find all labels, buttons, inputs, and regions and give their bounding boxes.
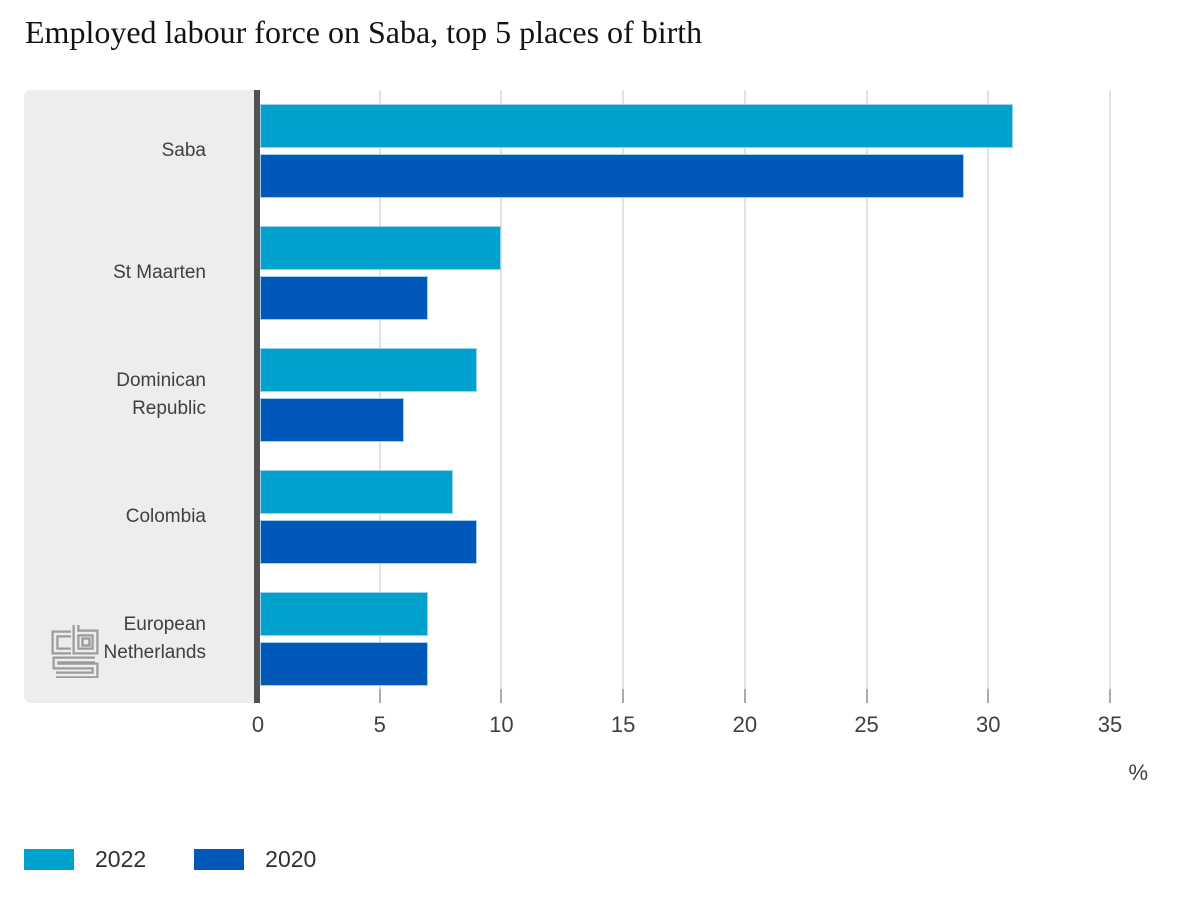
gridline-35 — [1109, 90, 1111, 703]
legend-item-2022[interactable]: 2022 — [24, 846, 146, 873]
category-panel — [24, 90, 254, 703]
axis-tick-20 — [743, 689, 746, 703]
category-label-european-netherlands: European Netherlands — [24, 592, 230, 686]
legend: 2022 2020 — [24, 846, 316, 873]
gridline-20 — [743, 90, 746, 703]
gridline-30 — [987, 90, 990, 703]
bar-2022-dominican-republic[interactable] — [260, 348, 478, 392]
category-label-text: St Maarten — [113, 262, 206, 283]
x-tick-label-25: 25 — [854, 712, 879, 737]
bar-2020-saba[interactable] — [260, 154, 964, 198]
axis-tick-15 — [622, 689, 625, 703]
x-tick-label-35: 35 — [1097, 712, 1123, 737]
bar-2022-saba[interactable] — [260, 104, 1013, 148]
x-axis-unit-label: % — [1128, 760, 1148, 785]
legend-label-2022: 2022 — [95, 846, 147, 872]
category-label-text: Colombia — [125, 506, 206, 527]
bar-2022-european-netherlands[interactable] — [260, 592, 429, 636]
legend-item-2020[interactable]: 2020 — [194, 846, 316, 873]
category-label-saba: Saba — [24, 104, 230, 198]
bar-2020-european-netherlands[interactable] — [260, 642, 429, 686]
gridline-15 — [622, 90, 625, 703]
x-tick-label-10: 10 — [489, 712, 514, 737]
bar-2020-st-maarten[interactable] — [260, 276, 429, 320]
x-tick-label-15: 15 — [610, 712, 636, 737]
axis-tick-30 — [987, 689, 990, 703]
category-label-colombia: Colombia — [24, 470, 230, 564]
category-label-text: Dominican Republic — [116, 370, 206, 419]
category-label-dominican-republic: Dominican Republic — [24, 348, 230, 442]
axis-tick-5 — [378, 689, 381, 703]
bar-2020-colombia[interactable] — [260, 520, 478, 564]
bar-2022-st-maarten[interactable] — [260, 226, 502, 270]
gridline-25 — [865, 90, 868, 703]
x-tick-label-0: 0 — [251, 712, 265, 737]
gridline-10 — [500, 90, 503, 703]
gridline-5 — [378, 90, 381, 703]
x-tick-label-5: 5 — [373, 712, 386, 737]
bar-2022-colombia[interactable] — [260, 470, 453, 514]
y-axis-line — [254, 90, 260, 703]
cbs-logo — [51, 625, 99, 678]
legend-swatch-2022 — [24, 849, 74, 870]
category-label-text: Saba — [161, 140, 206, 161]
axis-tick-25 — [865, 689, 868, 703]
axis-tick-10 — [500, 689, 503, 703]
legend-swatch-2020 — [194, 849, 245, 870]
x-tick-label-30: 30 — [976, 712, 1001, 737]
legend-label-2020: 2020 — [265, 846, 317, 872]
category-label-text: European Netherlands — [103, 614, 206, 663]
bar-2020-dominican-republic[interactable] — [260, 398, 405, 442]
x-tick-label-20: 20 — [732, 712, 758, 737]
chart-title: Employed labour force on Saba, top 5 pla… — [25, 14, 703, 50]
axis-tick-35 — [1109, 689, 1111, 703]
category-label-st-maarten: St Maarten — [24, 226, 230, 320]
